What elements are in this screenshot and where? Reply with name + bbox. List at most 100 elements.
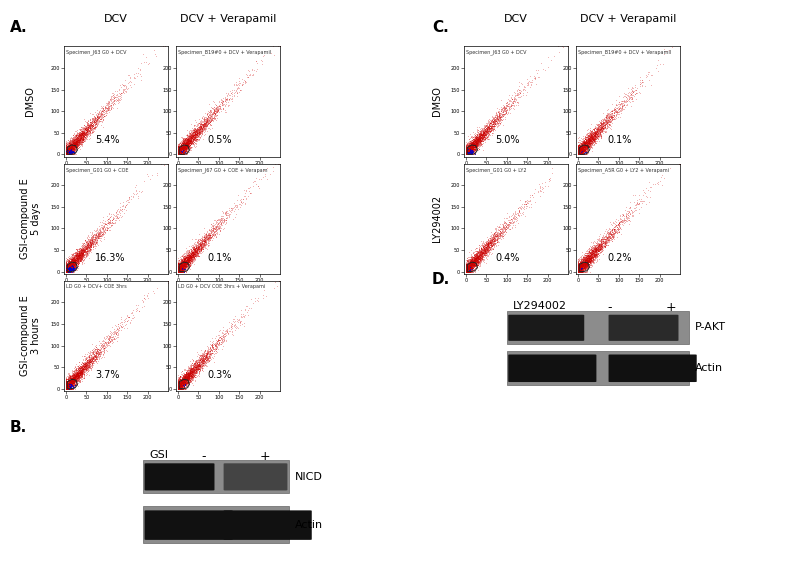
Point — [207, 336, 220, 346]
Point — [190, 250, 202, 259]
Point — [72, 365, 85, 375]
Point — [198, 351, 210, 361]
Point — [470, 251, 483, 260]
Point — [182, 378, 194, 387]
Point — [462, 143, 475, 153]
Point — [184, 369, 197, 379]
Point — [173, 148, 186, 158]
Point — [487, 124, 500, 133]
Point — [209, 230, 222, 240]
Point — [572, 150, 585, 159]
Point — [577, 263, 590, 273]
Point — [494, 108, 506, 117]
Point — [588, 128, 601, 137]
Point — [173, 266, 186, 275]
Point — [185, 136, 198, 146]
Point — [78, 246, 90, 256]
Point — [461, 150, 474, 159]
Point — [470, 251, 482, 260]
Point — [92, 110, 105, 119]
Point — [247, 177, 260, 187]
Point — [591, 127, 604, 136]
Point — [187, 371, 200, 380]
Point — [574, 148, 587, 158]
Point — [190, 129, 202, 138]
Point — [189, 357, 202, 367]
Point — [582, 261, 594, 270]
Point — [186, 372, 198, 381]
Point — [470, 256, 482, 266]
Point — [467, 258, 480, 267]
Point — [574, 142, 586, 151]
Point — [60, 146, 73, 155]
Point — [91, 351, 104, 360]
Point — [184, 368, 197, 378]
Point — [172, 263, 185, 272]
Point — [68, 140, 81, 150]
Point — [463, 144, 476, 153]
Point — [174, 262, 187, 271]
Point — [578, 263, 591, 273]
Point — [66, 135, 78, 144]
Point — [463, 263, 476, 272]
Point — [182, 255, 194, 264]
Point — [518, 205, 530, 214]
Point — [62, 260, 75, 269]
Point — [593, 130, 606, 139]
Point — [71, 251, 84, 260]
Point — [461, 267, 474, 276]
Point — [69, 265, 82, 274]
Point — [172, 375, 185, 385]
Point — [460, 149, 473, 158]
Point — [576, 143, 589, 153]
Point — [479, 128, 492, 137]
Point — [65, 380, 78, 390]
Point — [81, 359, 94, 368]
Point — [203, 119, 216, 129]
Point — [582, 136, 595, 146]
Point — [62, 267, 74, 276]
Point — [76, 245, 89, 255]
Point — [466, 264, 478, 274]
Point — [462, 140, 475, 150]
Point — [68, 255, 81, 264]
Point — [508, 207, 521, 216]
Point — [86, 233, 98, 242]
Point — [594, 121, 606, 130]
Point — [601, 118, 614, 128]
Point — [66, 138, 79, 147]
Point — [575, 266, 588, 276]
Point — [470, 142, 482, 151]
Point — [63, 143, 76, 152]
Point — [468, 256, 481, 266]
Point — [463, 264, 476, 274]
Point — [65, 143, 78, 152]
Point — [78, 247, 90, 256]
Point — [578, 137, 591, 146]
Point — [113, 215, 126, 224]
Point — [488, 118, 501, 127]
Point — [89, 238, 102, 247]
Point — [78, 244, 91, 253]
Point — [250, 65, 263, 74]
Point — [575, 147, 588, 157]
Point — [572, 143, 585, 153]
Point — [172, 384, 185, 393]
Point — [460, 267, 473, 276]
Point — [176, 147, 189, 157]
Point — [60, 379, 73, 388]
Point — [190, 243, 202, 252]
Point — [468, 266, 481, 276]
Point — [176, 259, 189, 269]
Point — [488, 122, 501, 131]
Point — [467, 140, 480, 149]
Point — [75, 253, 88, 262]
Point — [175, 263, 188, 272]
Point — [578, 262, 590, 271]
Point — [598, 241, 610, 251]
Point — [598, 239, 611, 248]
Point — [92, 351, 105, 361]
Point — [178, 379, 190, 388]
Point — [180, 380, 193, 390]
Point — [510, 212, 522, 222]
